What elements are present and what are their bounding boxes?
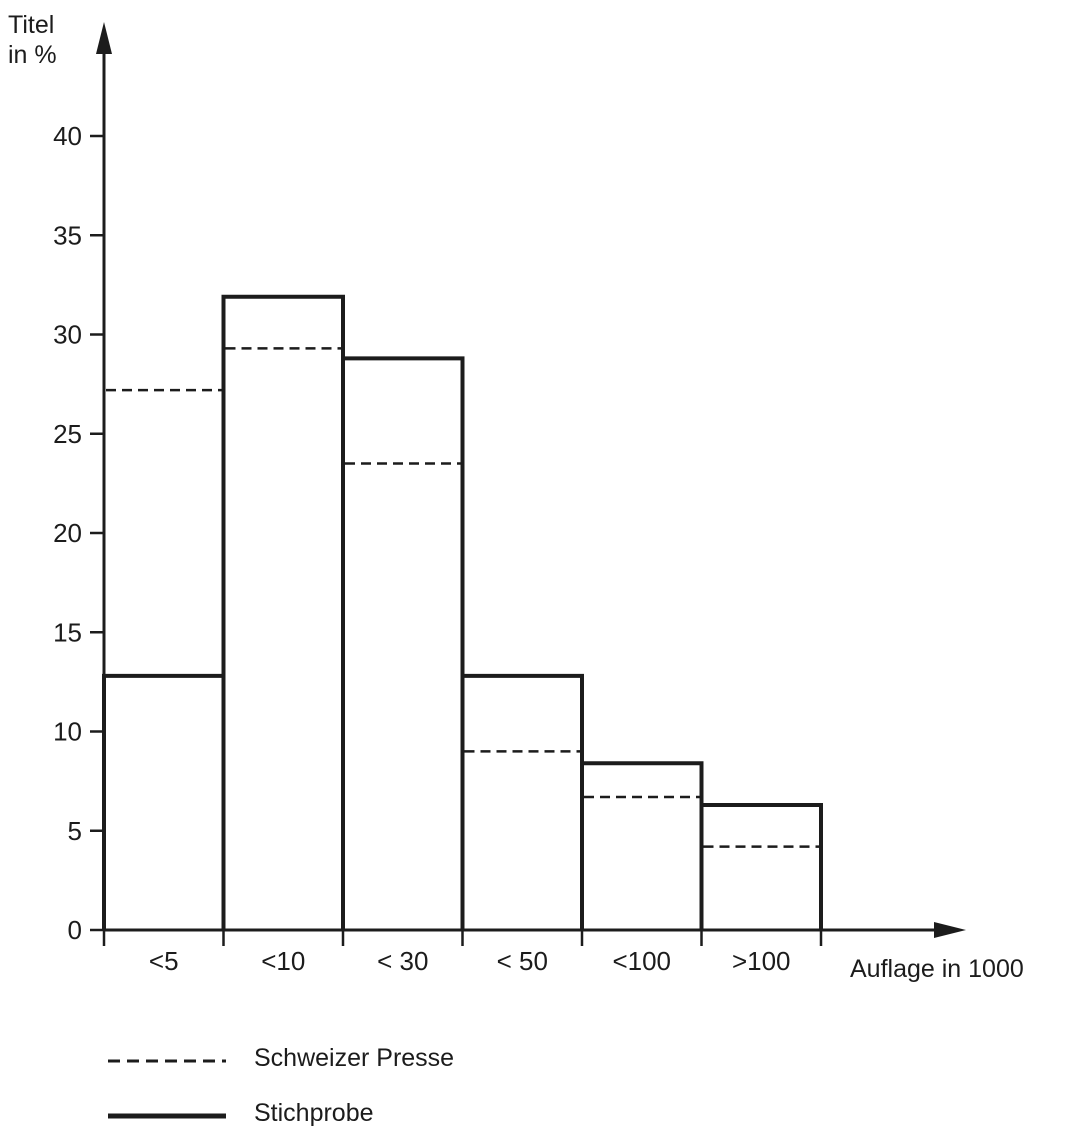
legend-label-stichprobe: Stichprobe <box>254 1099 374 1127</box>
x-category-label: < 50 <box>497 946 548 976</box>
y-axis-arrow <box>96 22 112 54</box>
legend-label-schweizer-presse: Schweizer Presse <box>254 1044 454 1072</box>
legend: Schweizer Presse Stichprobe <box>108 1044 454 1127</box>
x-category-label: <5 <box>149 946 179 976</box>
stichprobe-bar <box>221 294 345 930</box>
axes <box>90 22 966 946</box>
stichprobe-bar <box>102 673 226 930</box>
y-tick-label: 35 <box>53 220 82 250</box>
x-axis-title: Auflage in 1000 <box>850 955 1024 983</box>
x-category-label: >100 <box>732 946 791 976</box>
y-tick-label: 15 <box>53 617 82 647</box>
y-tick-label: 5 <box>68 816 82 846</box>
bars <box>102 294 823 930</box>
y-tick-label: 10 <box>53 717 82 747</box>
stichprobe-bar <box>699 802 823 930</box>
y-axis-title-line: Titel <box>8 11 54 39</box>
x-axis-arrow <box>934 922 966 938</box>
y-axis-title-line: in % <box>8 41 57 69</box>
x-category-label: < 30 <box>377 946 428 976</box>
y-axis-title: Titel in % <box>8 11 57 69</box>
y-tick-label: 25 <box>53 419 82 449</box>
x-category-label: <100 <box>612 946 671 976</box>
x-category-label: <10 <box>261 946 305 976</box>
stichprobe-bar <box>580 761 704 930</box>
y-tick-label: 30 <box>53 320 82 350</box>
stichprobe-bar <box>460 673 584 930</box>
y-tick-label: 20 <box>53 518 82 548</box>
y-tick-label: 0 <box>68 915 82 945</box>
labels: 0 5 10 15 20 25 30 35 40 <5 <10 < 30 < 50 <100 >100 Tit… <box>8 11 1024 983</box>
stichprobe-bar <box>341 356 465 930</box>
y-tick-label: 40 <box>53 121 82 151</box>
